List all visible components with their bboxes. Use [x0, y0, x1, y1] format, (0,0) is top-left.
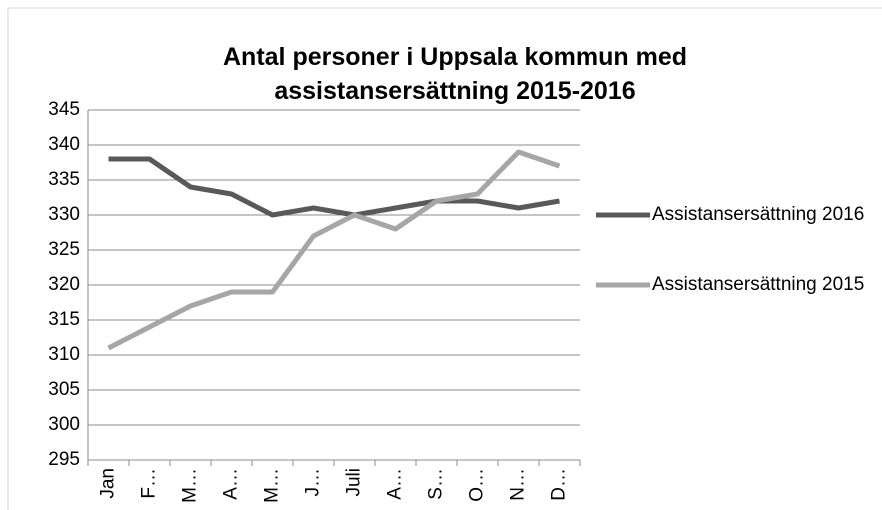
x-tick-label: O…: [467, 468, 488, 502]
line-series: [107, 149, 561, 351]
chart-border: [7, 7, 882, 510]
x-tick-label: A…: [385, 468, 406, 500]
x-tick-label: J…: [303, 468, 324, 497]
y-tick-label: 315: [48, 309, 80, 330]
x-tick-label: S…: [426, 468, 447, 500]
chart-title: Antal personer i Uppsala kommun med assi…: [223, 43, 687, 105]
line-series: [108, 156, 560, 218]
y-tick-label: 320: [48, 274, 80, 295]
legend-label: Assistansersättning 2015: [652, 274, 865, 295]
y-tick-label: 310: [48, 344, 80, 365]
x-tick-label: Jan: [98, 468, 119, 499]
y-tick-label: 305: [48, 379, 80, 400]
y-tick-label: 300: [48, 414, 80, 435]
y-tick-label: 340: [48, 134, 80, 155]
y-tick-label: 335: [48, 169, 80, 190]
x-tick-label: A…: [221, 468, 242, 500]
y-tick-label: 295: [48, 449, 80, 470]
x-tick-label: D…: [549, 468, 570, 501]
y-tick-label: 345: [48, 99, 80, 120]
y-tick-label: 325: [48, 239, 80, 260]
y-tick-label: 330: [48, 204, 80, 225]
x-tick-label: N…: [508, 468, 529, 501]
x-tick-label: F…: [139, 468, 160, 499]
x-tick-label: M…: [262, 468, 283, 503]
x-tick-label: Juli: [344, 468, 365, 497]
legend-label: Assistansersättning 2016: [652, 204, 865, 225]
x-tick-label: M…: [180, 468, 201, 503]
